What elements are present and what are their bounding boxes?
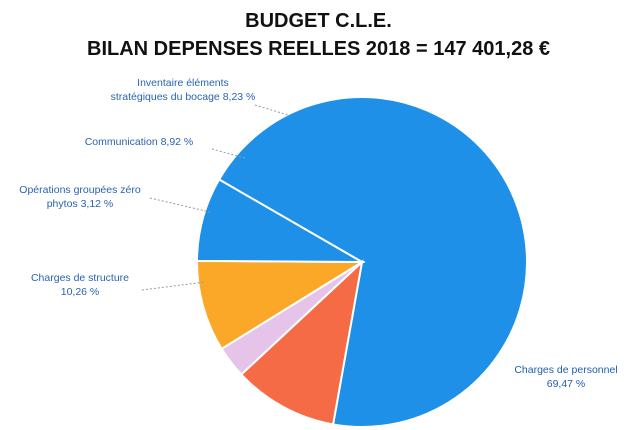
- leader-line: [254, 104, 289, 116]
- slice-charges-personnel: [217, 96, 528, 428]
- leader-line: [211, 148, 246, 159]
- slice-inventaire-bocage: [195, 178, 366, 264]
- chart-subtitle: BILAN DEPENSES REELLES 2018 = 147 401,28…: [87, 38, 550, 60]
- leader-line: [149, 197, 211, 213]
- label-charges-structure: Charges de structure 10,26 %: [31, 272, 129, 298]
- label-operations-zero-phytos: Opérations groupées zéro phytos 3,12 %: [19, 184, 141, 210]
- leader-line: [141, 281, 206, 291]
- label-communication: Communication 8,92 %: [85, 136, 194, 148]
- slice-communication: [195, 259, 366, 351]
- label-charges-personnel: Charges de personnel 69,47 %: [514, 364, 617, 390]
- label-inventaire-bocage: Inventaire éléments stratégiques du bocag…: [111, 77, 256, 103]
- slice-charges-structure: [239, 259, 364, 426]
- chart-title: BUDGET C.L.E.: [245, 10, 392, 32]
